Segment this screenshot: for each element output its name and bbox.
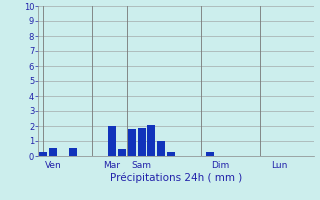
Bar [206, 152, 214, 156]
Bar [128, 129, 136, 156]
Bar [49, 148, 57, 156]
Bar [118, 148, 126, 156]
Bar [39, 152, 47, 156]
Bar [148, 124, 156, 156]
Bar [167, 152, 175, 156]
Bar [138, 128, 146, 156]
Bar [69, 148, 77, 156]
Bar [108, 126, 116, 156]
Bar [157, 141, 165, 156]
X-axis label: Précipitations 24h ( mm ): Précipitations 24h ( mm ) [110, 173, 242, 183]
